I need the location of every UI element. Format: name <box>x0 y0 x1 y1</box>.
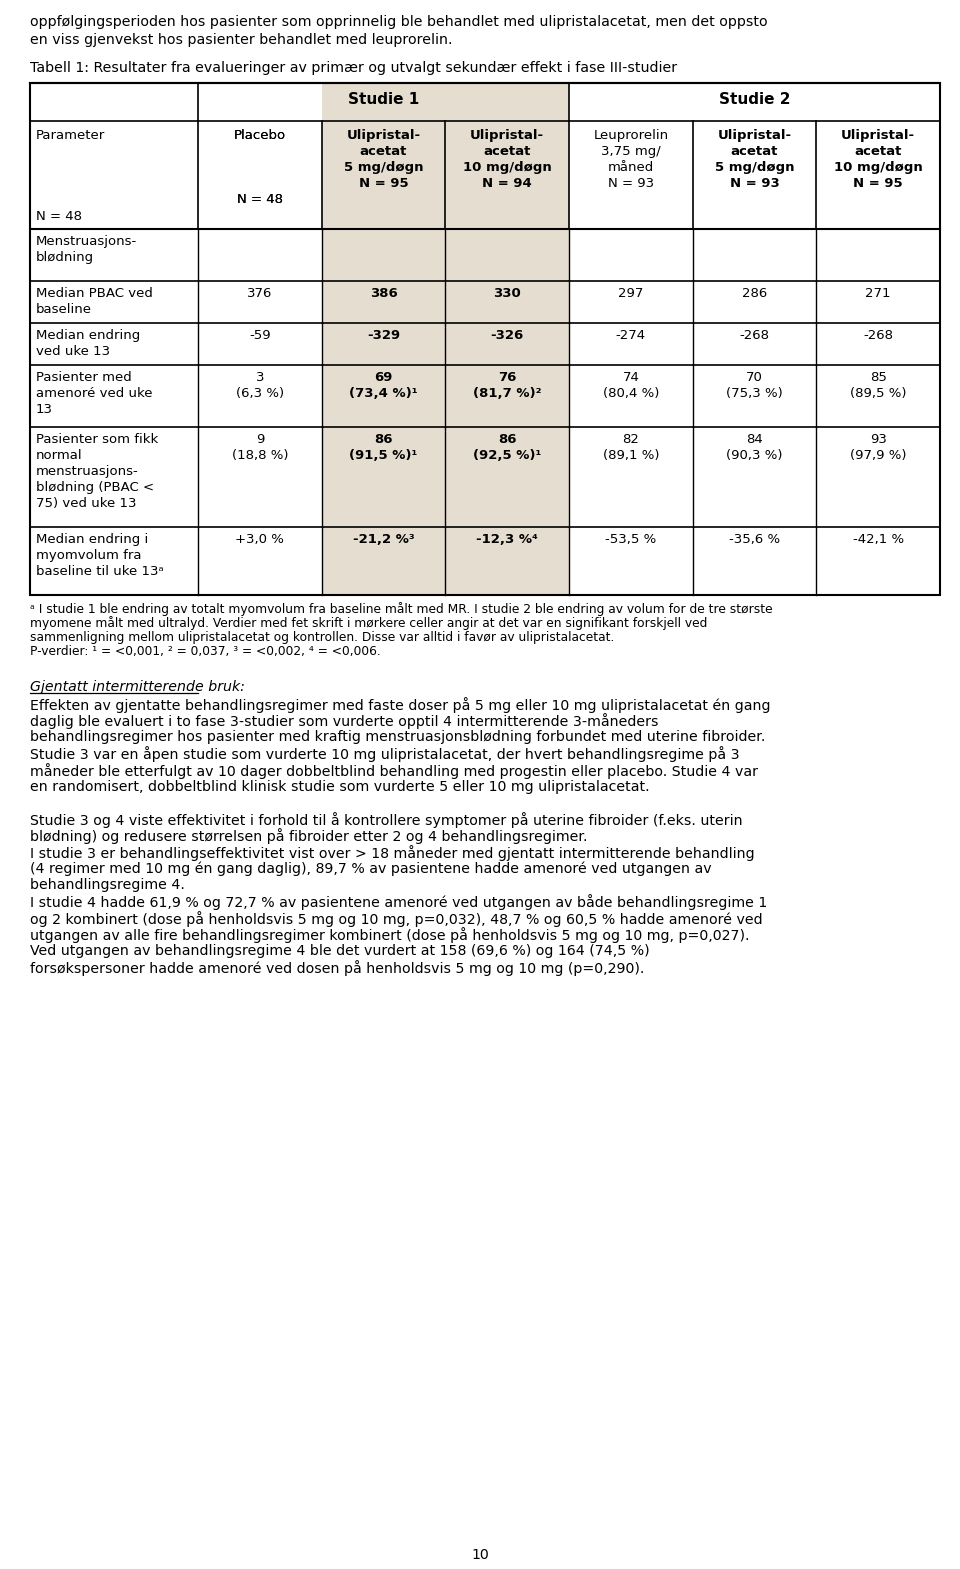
Bar <box>445 83 569 595</box>
Text: Median endring
ved uke 13: Median endring ved uke 13 <box>36 329 140 358</box>
Text: 93
(97,9 %): 93 (97,9 %) <box>850 433 906 461</box>
Text: 9
(18,8 %): 9 (18,8 %) <box>231 433 288 461</box>
Text: -12,3 %⁴: -12,3 %⁴ <box>476 533 539 546</box>
Text: Median PBAC ved
baseline: Median PBAC ved baseline <box>36 287 153 315</box>
Text: behandlingsregime 4.: behandlingsregime 4. <box>30 879 185 893</box>
Text: (4 regimer med 10 mg én gang daglig), 89,7 % av pasientene hadde amenoré ved utg: (4 regimer med 10 mg én gang daglig), 89… <box>30 861 711 876</box>
Text: 74
(80,4 %): 74 (80,4 %) <box>603 370 659 400</box>
Text: 70
(75,3 %): 70 (75,3 %) <box>726 370 782 400</box>
Bar <box>30 83 940 595</box>
Text: forsøkspersoner hadde amenoré ved dosen på henholdsvis 5 mg og 10 mg (p=0,290).: forsøkspersoner hadde amenoré ved dosen … <box>30 960 644 976</box>
Text: -329: -329 <box>367 329 400 342</box>
Text: Parameter: Parameter <box>36 129 106 143</box>
Text: 76
(81,7 %)²: 76 (81,7 %)² <box>473 370 541 400</box>
Text: -268: -268 <box>863 329 893 342</box>
Text: Placebo



N = 48: Placebo N = 48 <box>234 129 286 206</box>
Text: Ulipristal-
acetat
10 mg/døgn
N = 95: Ulipristal- acetat 10 mg/døgn N = 95 <box>834 129 923 190</box>
Text: 376: 376 <box>247 287 273 300</box>
Text: behandlingsregimer hos pasienter med kraftig menstruasjonsblødning forbundet med: behandlingsregimer hos pasienter med kra… <box>30 730 765 744</box>
Text: Studie 2: Studie 2 <box>719 93 790 107</box>
Text: Leuprorelin
3,75 mg/
måned
N = 93: Leuprorelin 3,75 mg/ måned N = 93 <box>593 129 668 190</box>
Text: -53,5 %: -53,5 % <box>605 533 657 546</box>
Text: I studie 4 hadde 61,9 % og 72,7 % av pasientene amenoré ved utgangen av både beh: I studie 4 hadde 61,9 % og 72,7 % av pas… <box>30 894 767 910</box>
Text: N = 48: N = 48 <box>36 210 82 223</box>
Text: oppfølgingsperioden hos pasienter som opprinnelig ble behandlet med ulipristalac: oppfølgingsperioden hos pasienter som op… <box>30 16 768 28</box>
Text: Menstruasjons-
blødning: Menstruasjons- blødning <box>36 235 137 264</box>
Text: 286: 286 <box>742 287 767 300</box>
Text: 85
(89,5 %): 85 (89,5 %) <box>850 370 906 400</box>
Text: +3,0 %: +3,0 % <box>235 533 284 546</box>
Text: en viss gjenvekst hos pasienter behandlet med leuprorelin.: en viss gjenvekst hos pasienter behandle… <box>30 33 452 47</box>
Text: 82
(89,1 %): 82 (89,1 %) <box>603 433 660 461</box>
Text: 69
(73,4 %)¹: 69 (73,4 %)¹ <box>349 370 418 400</box>
Text: Ulipristal-
acetat
5 mg/døgn
N = 93: Ulipristal- acetat 5 mg/døgn N = 93 <box>715 129 794 190</box>
Text: 84
(90,3 %): 84 (90,3 %) <box>727 433 782 461</box>
Text: Placebo



N = 48: Placebo N = 48 <box>234 129 286 206</box>
Text: -35,6 %: -35,6 % <box>729 533 780 546</box>
Text: Gjentatt intermitterende bruk:: Gjentatt intermitterende bruk: <box>30 679 245 693</box>
Text: -42,1 %: -42,1 % <box>852 533 903 546</box>
Text: 86
(91,5 %)¹: 86 (91,5 %)¹ <box>349 433 418 461</box>
Text: Pasienter som fikk
normal
menstruasjons-
blødning (PBAC <
75) ved uke 13: Pasienter som fikk normal menstruasjons-… <box>36 433 158 510</box>
Text: Ved utgangen av behandlingsregime 4 ble det vurdert at 158 (69,6 %) og 164 (74,5: Ved utgangen av behandlingsregime 4 ble … <box>30 945 650 959</box>
Text: Median endring i
myomvolum fra
baseline til uke 13ᵃ: Median endring i myomvolum fra baseline … <box>36 533 164 577</box>
Text: sammenligning mellom ulipristalacetat og kontrollen. Disse var alltid i favør av: sammenligning mellom ulipristalacetat og… <box>30 631 614 643</box>
Text: 10: 10 <box>471 1549 489 1563</box>
Text: utgangen av alle fire behandlingsregimer kombinert (dose på henholdsvis 5 mg og : utgangen av alle fire behandlingsregimer… <box>30 927 750 943</box>
Text: -21,2 %³: -21,2 %³ <box>352 533 415 546</box>
Text: 330: 330 <box>493 287 521 300</box>
Text: daglig ble evaluert i to fase 3-studier som vurderte opptil 4 intermitterende 3-: daglig ble evaluert i to fase 3-studier … <box>30 714 659 730</box>
Text: 271: 271 <box>865 287 891 300</box>
Text: Studie 3 var en åpen studie som vurderte 10 mg ulipristalacetat, der hvert behan: Studie 3 var en åpen studie som vurderte… <box>30 747 739 763</box>
Text: Studie 1: Studie 1 <box>348 93 420 107</box>
Text: Studie 3 og 4 viste effektivitet i forhold til å kontrollere symptomer på uterin: Studie 3 og 4 viste effektivitet i forho… <box>30 813 743 828</box>
Text: -274: -274 <box>615 329 646 342</box>
Text: myomene målt med ultralyd. Verdier med fet skrift i mørkere celler angir at det : myomene målt med ultralyd. Verdier med f… <box>30 617 708 631</box>
Text: -326: -326 <box>491 329 524 342</box>
Text: blødning) og redusere størrelsen på fibroider etter 2 og 4 behandlingsregimer.: blødning) og redusere størrelsen på fibr… <box>30 828 588 844</box>
Text: Ulipristal-
acetat
10 mg/døgn
N = 94: Ulipristal- acetat 10 mg/døgn N = 94 <box>463 129 552 190</box>
Text: 386: 386 <box>370 287 397 300</box>
Text: 297: 297 <box>618 287 643 300</box>
Text: Pasienter med
amenoré ved uke
13: Pasienter med amenoré ved uke 13 <box>36 370 153 416</box>
Text: 86
(92,5 %)¹: 86 (92,5 %)¹ <box>473 433 541 461</box>
Text: en randomisert, dobbeltblind klinisk studie som vurderte 5 eller 10 mg uliprista: en randomisert, dobbeltblind klinisk stu… <box>30 780 650 794</box>
Text: I studie 3 er behandlingseffektivitet vist over > 18 måneder med gjentatt interm: I studie 3 er behandlingseffektivitet vi… <box>30 846 755 861</box>
Text: Ulipristal-
acetat
5 mg/døgn
N = 95: Ulipristal- acetat 5 mg/døgn N = 95 <box>344 129 423 190</box>
Text: og 2 kombinert (dose på henholdsvis 5 mg og 10 mg, p=0,032), 48,7 % og 60,5 % ha: og 2 kombinert (dose på henholdsvis 5 mg… <box>30 912 762 927</box>
Text: måneder ble etterfulgt av 10 dager dobbeltblind behandling med progestin eller p: måneder ble etterfulgt av 10 dager dobbe… <box>30 763 758 778</box>
Text: Tabell 1: Resultater fra evalueringer av primær og utvalgt sekundær effekt i fas: Tabell 1: Resultater fra evalueringer av… <box>30 61 677 75</box>
Text: 3
(6,3 %): 3 (6,3 %) <box>236 370 284 400</box>
Text: Effekten av gjentatte behandlingsregimer med faste doser på 5 mg eller 10 mg uli: Effekten av gjentatte behandlingsregimer… <box>30 697 771 712</box>
Text: -59: -59 <box>249 329 271 342</box>
Text: -268: -268 <box>739 329 770 342</box>
Text: ᵃ I studie 1 ble endring av totalt myomvolum fra baseline målt med MR. I studie : ᵃ I studie 1 ble endring av totalt myomv… <box>30 602 773 617</box>
Text: P-verdier: ¹ = <0,001, ² = 0,037, ³ = <0,002, ⁴ = <0,006.: P-verdier: ¹ = <0,001, ² = 0,037, ³ = <0… <box>30 645 381 659</box>
Bar <box>322 83 445 595</box>
